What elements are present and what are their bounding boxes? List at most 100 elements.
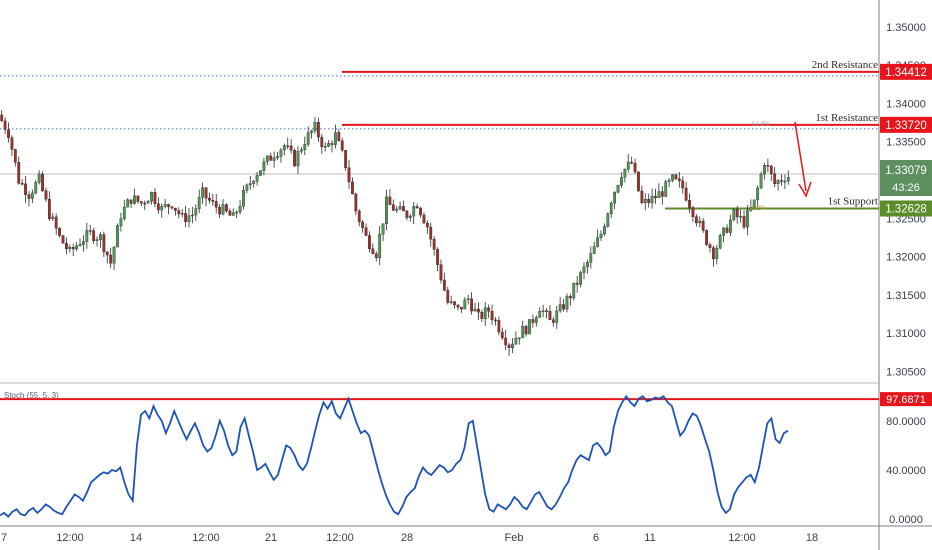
candle-body (558, 304, 562, 312)
candle-body (231, 212, 235, 216)
candle-body (327, 143, 330, 147)
candle-body (565, 296, 569, 310)
candle-body (122, 206, 126, 219)
time-tick-label: 7 (1, 532, 7, 544)
candle-body (238, 206, 242, 213)
candle-body (167, 204, 170, 207)
candle-body (75, 245, 79, 250)
candle-body (545, 310, 548, 312)
candle-body (756, 187, 760, 201)
candle-body (436, 249, 439, 265)
candle-body (534, 317, 538, 323)
candle-body (623, 168, 627, 178)
candle-body (296, 151, 300, 167)
candle-body (425, 222, 429, 228)
candle-body (500, 331, 504, 339)
candle-body (766, 165, 770, 167)
candle-body (773, 173, 777, 184)
level-label: 2nd Resistance (812, 59, 878, 71)
candle-body (7, 129, 10, 138)
candle-body (391, 204, 395, 211)
candle-body (480, 311, 484, 319)
candle-body (334, 132, 337, 145)
level-price-value: 1.32628 (885, 204, 927, 216)
level-label: 1st Resistance (815, 112, 878, 124)
projection-arrow (794, 121, 812, 198)
candle-body (255, 175, 259, 182)
candle-body (78, 244, 82, 246)
candle-body (173, 207, 177, 211)
candle-body (521, 325, 525, 338)
candle-body (603, 226, 606, 235)
candle-body (61, 235, 65, 244)
candle-body (575, 282, 579, 285)
candle-body (102, 234, 106, 253)
candle-body (150, 192, 153, 202)
time-tick-label: 6 (593, 532, 599, 544)
time-tick-label: 14 (130, 532, 142, 544)
candle-body (65, 242, 68, 249)
candle-body (112, 246, 116, 264)
price-tick-label: 1.35000 (886, 22, 926, 34)
candle-body (722, 227, 725, 236)
candle-body (160, 205, 164, 211)
candle-body (143, 202, 147, 205)
candle-body (647, 198, 651, 203)
candle-body (191, 214, 194, 217)
candle-body (582, 266, 586, 273)
candle-body (643, 198, 647, 204)
time-axis: 7 12:00 14 12:00 21 12:00 28 Feb 6 11 12:00 18 (1, 532, 818, 544)
candle-body (688, 200, 691, 208)
candle-body (218, 207, 222, 215)
candle-body (497, 320, 501, 333)
current-price-value: 1.33079 (885, 165, 927, 177)
candle-body (34, 182, 38, 194)
candle-body (180, 213, 184, 215)
stochastic-line (0, 394, 789, 518)
candle-body (381, 223, 385, 235)
level-price-tag (880, 63, 932, 80)
candle-body (245, 184, 249, 191)
candle-body (211, 200, 215, 202)
candle-body (262, 161, 266, 171)
candle-body (517, 337, 521, 339)
price-tick-label: 1.32000 (886, 252, 926, 264)
candle-body (739, 216, 743, 218)
candle-body (252, 181, 256, 184)
candle-body (30, 192, 34, 199)
candle-body (786, 177, 790, 182)
candle-body (463, 299, 467, 310)
candle-body (691, 207, 695, 217)
candle-body (763, 165, 766, 175)
candle-body (759, 173, 763, 189)
candle-body (204, 187, 208, 199)
candle-body (88, 230, 92, 232)
candle-body (303, 144, 307, 151)
candle-body (466, 298, 470, 301)
candle-body (221, 204, 225, 215)
candle-body (487, 307, 491, 312)
candle-body (776, 180, 780, 184)
candle-body (208, 197, 211, 201)
candle-body (524, 325, 528, 335)
candle-body (592, 246, 596, 254)
candle-body (20, 183, 24, 185)
bar-countdown: 43:26 (892, 182, 920, 194)
candle-body (27, 194, 31, 199)
candle-body (609, 203, 613, 215)
level-price-tag (880, 200, 932, 217)
candle-body (671, 174, 674, 181)
candle-body (170, 206, 174, 209)
candle-body (71, 247, 75, 250)
candle-body (289, 145, 293, 151)
candle-body (119, 218, 123, 226)
candle-body (511, 343, 514, 348)
candle-body (698, 220, 702, 224)
candle-body (572, 282, 576, 299)
candle-body (715, 247, 719, 260)
candle-body (259, 170, 262, 176)
candle-body (37, 173, 41, 183)
level-price-value: 1.34412 (885, 67, 927, 79)
